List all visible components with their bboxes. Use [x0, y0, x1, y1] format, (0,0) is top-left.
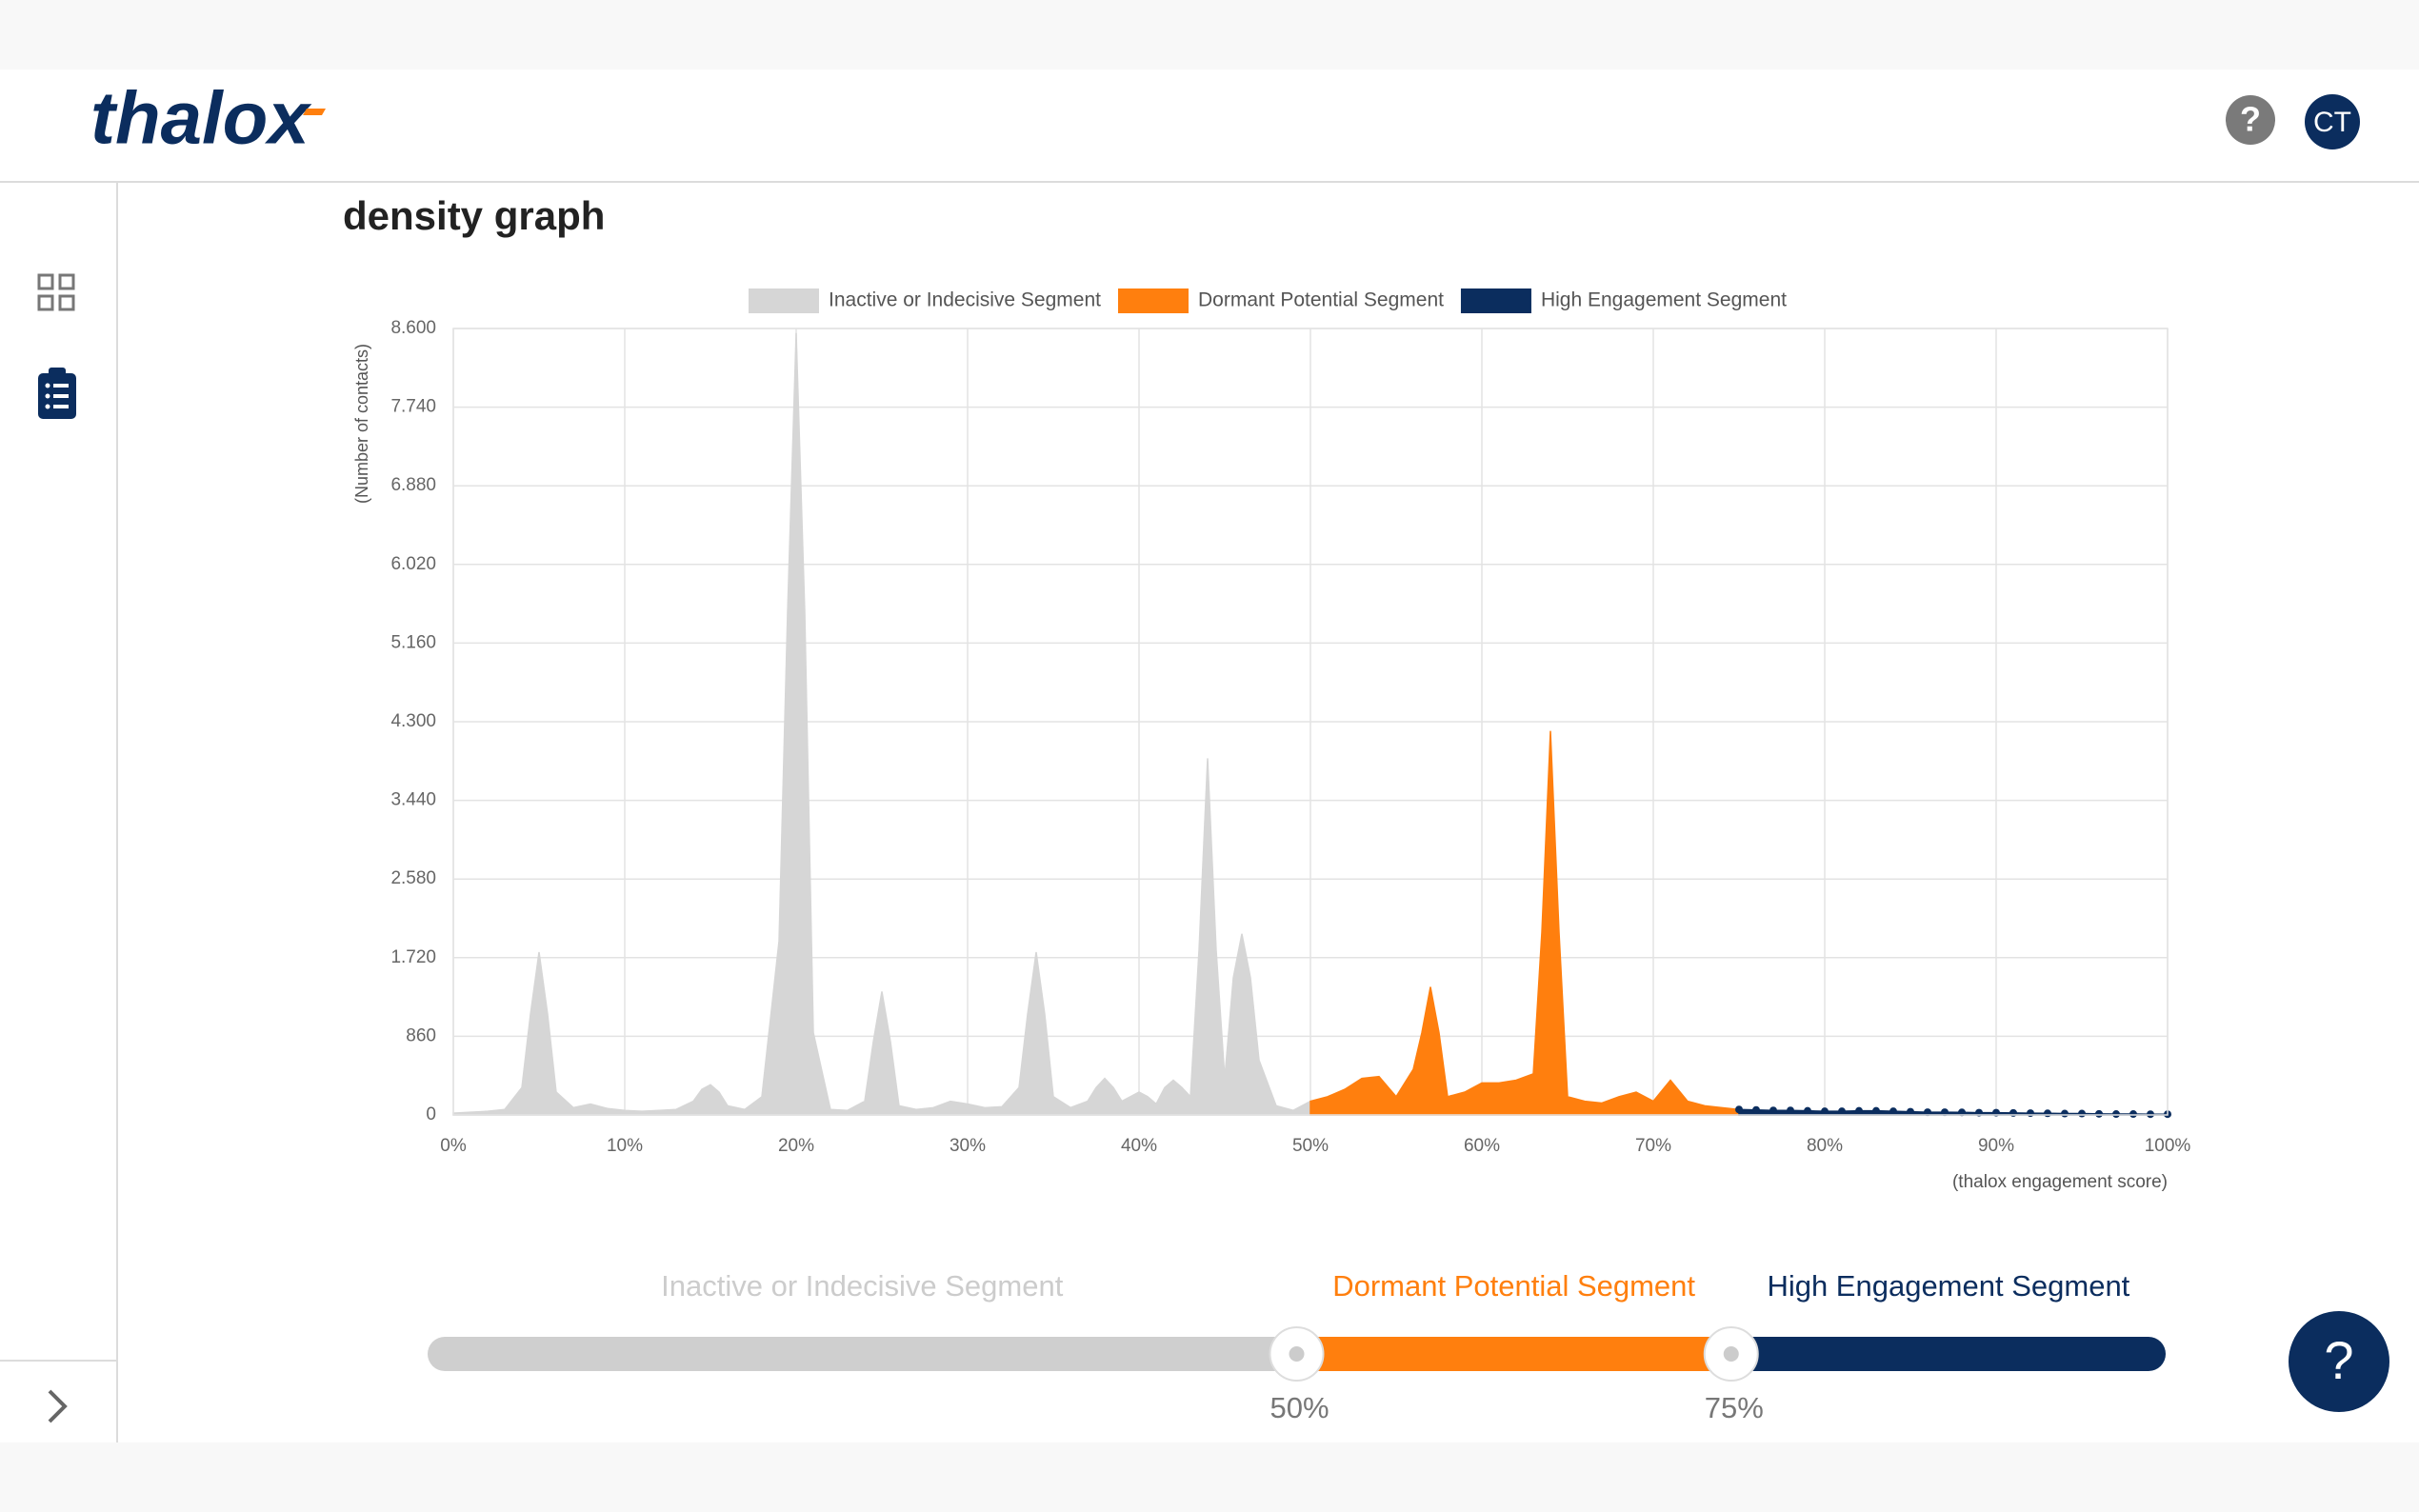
- y-tick-label: 2.580: [390, 868, 436, 888]
- data-point: [1872, 1106, 1880, 1115]
- data-point: [1787, 1106, 1794, 1115]
- list-icon[interactable]: [38, 368, 76, 419]
- help-icon-text: ?: [2240, 100, 2261, 139]
- data-point: [1889, 1107, 1897, 1116]
- data-point: [1855, 1106, 1863, 1115]
- y-tick-label: 6.020: [390, 554, 436, 574]
- x-axis-label: (thalox engagement score): [1952, 1172, 2168, 1192]
- x-tick-label: 30%: [950, 1136, 986, 1156]
- x-tick-label: 70%: [1635, 1136, 1671, 1156]
- logo[interactable]: thalox: [90, 76, 312, 160]
- chart-title: density graph: [343, 193, 605, 238]
- help-button-text: ?: [2324, 1330, 2353, 1390]
- data-point: [2095, 1109, 2103, 1118]
- help-button[interactable]: [2289, 1311, 2389, 1412]
- legend-label: High Engagement Segment: [1541, 289, 1787, 311]
- density-area: [1738, 1108, 2169, 1116]
- x-tick-label: 60%: [1464, 1136, 1500, 1156]
- data-point: [1769, 1106, 1777, 1115]
- data-point: [2078, 1109, 2086, 1118]
- y-axis-label: (Number of contacts): [352, 344, 371, 504]
- data-point: [1907, 1107, 1914, 1116]
- logo-accent: [303, 109, 326, 115]
- legend-swatch: [1117, 288, 1189, 313]
- top-strip: [0, 0, 2419, 70]
- data-point: [1804, 1106, 1811, 1115]
- legend-swatch: [1460, 288, 1531, 313]
- data-point: [2129, 1110, 2137, 1119]
- y-tick-label: 7.740: [390, 397, 436, 417]
- dashboard-icon[interactable]: [37, 273, 75, 311]
- data-point: [2061, 1109, 2069, 1118]
- x-tick-label: 90%: [1978, 1136, 2014, 1156]
- y-tick-label: 6.880: [390, 475, 436, 495]
- legend-label: Dormant Potential Segment: [1198, 289, 1444, 311]
- data-point: [1735, 1105, 1743, 1114]
- y-tick-label: 4.300: [390, 711, 436, 731]
- data-point: [1838, 1107, 1846, 1116]
- bottom-strip: [0, 1442, 2419, 1512]
- data-point: [2027, 1109, 2034, 1118]
- y-tick-label: 860: [406, 1025, 436, 1045]
- data-point: [1941, 1108, 1949, 1117]
- x-tick-label: 50%: [1292, 1136, 1329, 1156]
- slider-thumb-dot: [1723, 1346, 1739, 1362]
- data-point: [2112, 1110, 2120, 1119]
- data-point: [1924, 1108, 1931, 1117]
- slider-segment-label: Inactive or Indecisive Segment: [661, 1269, 1064, 1303]
- density-area: [1309, 730, 1740, 1116]
- legend-label: Inactive or Indecisive Segment: [829, 289, 1101, 311]
- slider-thumb-dot: [1289, 1346, 1305, 1362]
- data-point: [2044, 1109, 2051, 1118]
- expand-chevron[interactable]: [48, 1389, 68, 1423]
- slider-segment-label: Dormant Potential Segment: [1332, 1269, 1695, 1303]
- x-tick-label: 20%: [778, 1136, 814, 1156]
- x-tick-label: 10%: [607, 1136, 643, 1156]
- y-tick-label: 1.720: [390, 947, 436, 967]
- density-area: [452, 332, 1311, 1116]
- x-tick-label: 40%: [1121, 1136, 1157, 1156]
- x-tick-label: 80%: [1807, 1136, 1843, 1156]
- plot-border: [452, 328, 2169, 1116]
- y-tick-label: 0: [426, 1104, 436, 1124]
- slider-segment-label: High Engagement Segment: [1767, 1269, 2129, 1303]
- y-tick-label: 8.600: [390, 318, 436, 338]
- data-point: [2147, 1110, 2154, 1119]
- help-icon[interactable]: [2226, 95, 2275, 145]
- y-tick-label: 5.160: [390, 632, 436, 652]
- avatar[interactable]: [2305, 94, 2360, 149]
- data-point: [1752, 1105, 1760, 1114]
- legend-swatch: [749, 288, 819, 313]
- x-tick-label: 0%: [440, 1136, 467, 1156]
- slider-threshold-label: 50%: [1269, 1391, 1329, 1424]
- avatar-text: CT: [2313, 107, 2351, 138]
- data-point: [1821, 1107, 1829, 1116]
- x-tick-label: 100%: [2145, 1136, 2191, 1156]
- y-tick-label: 3.440: [390, 790, 436, 810]
- slider-threshold-label: 75%: [1705, 1391, 1764, 1424]
